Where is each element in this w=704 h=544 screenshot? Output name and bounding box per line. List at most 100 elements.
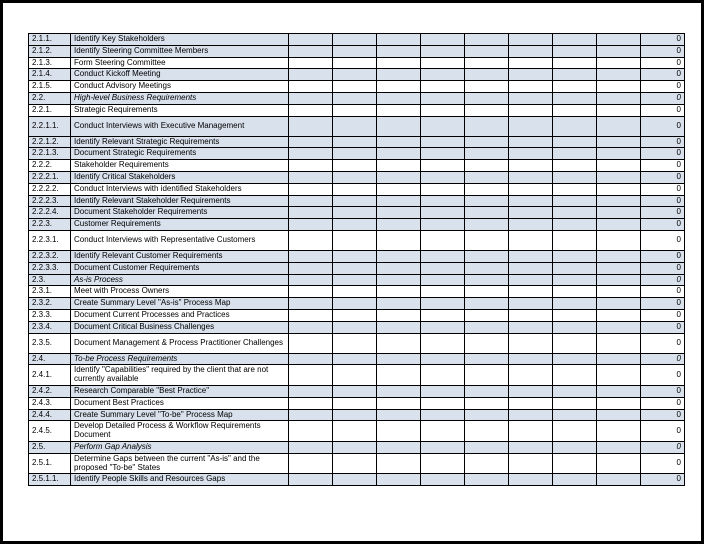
gap-cell bbox=[289, 333, 333, 353]
row-desc: To-be Process Requirements bbox=[71, 353, 289, 365]
gap-cell bbox=[333, 136, 377, 148]
gap-cell bbox=[465, 34, 509, 46]
gap-cell bbox=[421, 171, 465, 183]
gap-cell bbox=[421, 474, 465, 486]
gap-cell bbox=[377, 45, 421, 57]
gap-cell bbox=[509, 57, 553, 69]
table-row: 2.4.2.Research Comparable "Best Practice… bbox=[29, 385, 685, 397]
gap-cell bbox=[333, 333, 377, 353]
gap-cell bbox=[465, 365, 509, 386]
gap-cell bbox=[333, 298, 377, 310]
gap-cell bbox=[421, 286, 465, 298]
row-id: 2.3.2. bbox=[29, 298, 71, 310]
gap-cell bbox=[377, 365, 421, 386]
row-value: 0 bbox=[641, 148, 685, 160]
gap-cell bbox=[333, 171, 377, 183]
row-id: 2.3. bbox=[29, 274, 71, 286]
gap-cell bbox=[377, 262, 421, 274]
row-desc: Document Stakeholder Requirements bbox=[71, 207, 289, 219]
gap-cell bbox=[333, 230, 377, 250]
gap-cell bbox=[509, 365, 553, 386]
gap-cell bbox=[377, 474, 421, 486]
wbs-table: 2.1.1.Identify Key Stakeholders02.1.2.Id… bbox=[28, 33, 685, 486]
gap-cell bbox=[377, 136, 421, 148]
gap-cell bbox=[509, 385, 553, 397]
gap-cell bbox=[509, 104, 553, 116]
table-row: 2.1.3.Form Steering Committee0 bbox=[29, 57, 685, 69]
gap-cell bbox=[289, 421, 333, 442]
gap-cell bbox=[377, 116, 421, 136]
row-value: 0 bbox=[641, 397, 685, 409]
gap-cell bbox=[553, 183, 597, 195]
gap-cell bbox=[465, 136, 509, 148]
gap-cell bbox=[421, 69, 465, 81]
gap-cell bbox=[421, 104, 465, 116]
row-value: 0 bbox=[641, 230, 685, 250]
gap-cell bbox=[465, 409, 509, 421]
gap-cell bbox=[597, 219, 641, 231]
gap-cell bbox=[553, 286, 597, 298]
gap-cell bbox=[553, 69, 597, 81]
gap-cell bbox=[289, 57, 333, 69]
gap-cell bbox=[553, 474, 597, 486]
gap-cell bbox=[421, 195, 465, 207]
table-row: 2.3.1.Meet with Process Owners0 bbox=[29, 286, 685, 298]
gap-cell bbox=[421, 207, 465, 219]
gap-cell bbox=[509, 409, 553, 421]
gap-cell bbox=[333, 441, 377, 453]
gap-cell bbox=[465, 397, 509, 409]
gap-cell bbox=[509, 81, 553, 93]
gap-cell bbox=[421, 81, 465, 93]
row-value: 0 bbox=[641, 274, 685, 286]
row-desc: Conduct Interviews with Representative C… bbox=[71, 230, 289, 250]
gap-cell bbox=[289, 104, 333, 116]
gap-cell bbox=[597, 298, 641, 310]
gap-cell bbox=[289, 298, 333, 310]
gap-cell bbox=[465, 250, 509, 262]
row-value: 0 bbox=[641, 69, 685, 81]
gap-cell bbox=[465, 274, 509, 286]
gap-cell bbox=[553, 298, 597, 310]
row-desc: Identify "Capabilities" required by the … bbox=[71, 365, 289, 386]
row-value: 0 bbox=[641, 171, 685, 183]
gap-cell bbox=[465, 309, 509, 321]
gap-cell bbox=[597, 69, 641, 81]
row-desc: Conduct Kickoff Meeting bbox=[71, 69, 289, 81]
row-desc: Perform Gap Analysis bbox=[71, 441, 289, 453]
row-desc: Form Steering Committee bbox=[71, 57, 289, 69]
gap-cell bbox=[289, 250, 333, 262]
gap-cell bbox=[597, 397, 641, 409]
table-row: 2.1.2.Identify Steering Committee Member… bbox=[29, 45, 685, 57]
gap-cell bbox=[333, 286, 377, 298]
gap-cell bbox=[509, 69, 553, 81]
gap-cell bbox=[377, 385, 421, 397]
row-desc: Strategic Requirements bbox=[71, 104, 289, 116]
gap-cell bbox=[333, 250, 377, 262]
gap-cell bbox=[377, 81, 421, 93]
gap-cell bbox=[597, 365, 641, 386]
gap-cell bbox=[597, 57, 641, 69]
gap-cell bbox=[333, 385, 377, 397]
table-row: 2.2.2.1.Identify Critical Stakeholders0 bbox=[29, 171, 685, 183]
row-id: 2.4.5. bbox=[29, 421, 71, 442]
gap-cell bbox=[597, 286, 641, 298]
gap-cell bbox=[509, 309, 553, 321]
table-row: 2.2.3.Customer Requirements0 bbox=[29, 219, 685, 231]
gap-cell bbox=[377, 274, 421, 286]
gap-cell bbox=[421, 57, 465, 69]
gap-cell bbox=[597, 441, 641, 453]
gap-cell bbox=[597, 160, 641, 172]
row-desc: Document Critical Business Challenges bbox=[71, 321, 289, 333]
row-id: 2.2. bbox=[29, 92, 71, 104]
gap-cell bbox=[509, 397, 553, 409]
gap-cell bbox=[289, 183, 333, 195]
row-desc: Identify People Skills and Resources Gap… bbox=[71, 474, 289, 486]
row-value: 0 bbox=[641, 136, 685, 148]
table-row: 2.2.3.1.Conduct Interviews with Represen… bbox=[29, 230, 685, 250]
gap-cell bbox=[289, 92, 333, 104]
gap-cell bbox=[553, 333, 597, 353]
row-id: 2.1.3. bbox=[29, 57, 71, 69]
gap-cell bbox=[465, 171, 509, 183]
gap-cell bbox=[289, 365, 333, 386]
gap-cell bbox=[553, 230, 597, 250]
